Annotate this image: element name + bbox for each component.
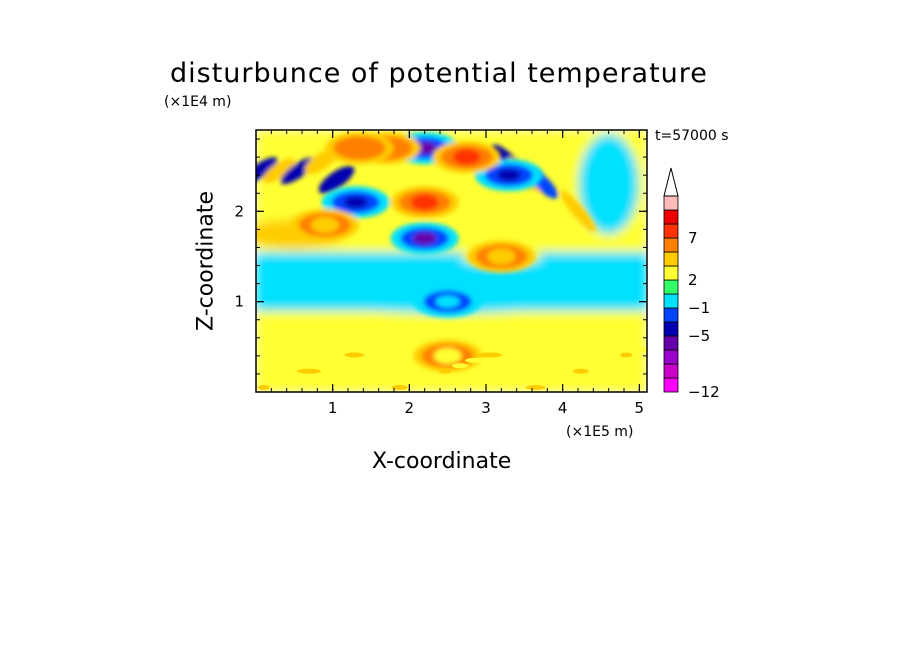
- colorbar-tick-label: −12: [688, 383, 720, 401]
- colorbar-cell: [663, 223, 679, 239]
- colorbar-tick-label: 2: [688, 271, 698, 289]
- speckle: [378, 341, 391, 347]
- colorbar-cell: [663, 251, 679, 267]
- colorbar-cell: [663, 321, 679, 337]
- speckle: [438, 368, 451, 374]
- speckle: [499, 347, 512, 353]
- extremum-positive: [433, 347, 462, 364]
- speckle: [620, 352, 633, 358]
- field-features: [291, 132, 543, 372]
- speckle: [452, 363, 469, 369]
- speckle: [417, 374, 442, 380]
- colorbar-cell: [663, 279, 679, 295]
- speckle: [599, 357, 624, 363]
- speckle: [344, 352, 365, 358]
- x-axis-label: X-coordinate: [372, 449, 512, 474]
- colorbar-cell: [663, 293, 679, 309]
- wave-stripe: [280, 157, 316, 185]
- wave-stripe: [256, 157, 278, 185]
- colorbar: −12−5−127: [663, 167, 720, 401]
- chart-title: disturbunce of potential temperature: [170, 58, 708, 89]
- speckle: [538, 379, 563, 385]
- x-tick-label: 4: [558, 399, 568, 417]
- x-tick-label: 5: [635, 399, 645, 417]
- speckle: [572, 368, 589, 374]
- colorbar-cell: [663, 265, 679, 281]
- band-green: [293, 255, 594, 276]
- band-green-right: [578, 134, 639, 235]
- extremum-negative: [435, 295, 460, 308]
- colorbar-tick-label: −5: [688, 327, 710, 345]
- speckle: [465, 357, 486, 363]
- extremum-positive: [410, 194, 439, 211]
- speckle: [585, 363, 606, 369]
- plot-frame: [255, 129, 648, 393]
- colorbar-tick-label: 7: [688, 229, 698, 247]
- extremum-positive: [311, 216, 339, 233]
- speckle: [283, 374, 304, 380]
- colorbar-cell: [663, 349, 679, 365]
- speckle: [318, 363, 331, 369]
- wave-stripe: [560, 190, 596, 233]
- colorbar-tick-label: −1: [688, 299, 710, 317]
- extremum-positive: [452, 149, 481, 166]
- x-tick-label: 3: [481, 399, 491, 417]
- speckle: [525, 384, 546, 390]
- x-tick-label: 1: [328, 399, 338, 417]
- colorbar-cell: [663, 307, 679, 323]
- colorbar-cell: [663, 377, 679, 393]
- speckle: [404, 379, 425, 385]
- colorbar-cell: [663, 363, 679, 379]
- wave-stripe: [318, 165, 355, 194]
- speckle: [257, 384, 270, 390]
- speckle: [478, 352, 503, 358]
- wave-stripe: [262, 158, 296, 184]
- speckle: [357, 347, 382, 353]
- colorbar-cell: [663, 335, 679, 351]
- speckle: [633, 347, 647, 353]
- y-axis: 12: [234, 138, 647, 375]
- colorbar-extend-arrow: [663, 167, 679, 197]
- x-axis: 1 2 3 4 5: [270, 130, 645, 417]
- field-speckle: [257, 341, 647, 390]
- extremum-negative: [343, 196, 368, 209]
- colorbar-cell: [663, 209, 679, 225]
- contour-field: [256, 130, 647, 392]
- speckle: [331, 357, 348, 363]
- y-tick-label: 2: [234, 202, 244, 220]
- speckle: [296, 368, 321, 374]
- extremum-positive: [345, 140, 374, 157]
- extremum-negative: [412, 232, 437, 245]
- extremum-negative: [497, 169, 521, 182]
- speckle: [512, 341, 529, 347]
- y-unit-label: (×1E4 m): [164, 94, 232, 110]
- y-tick-label: 1: [234, 293, 244, 311]
- speckle: [391, 384, 408, 390]
- speckle: [559, 374, 572, 380]
- time-label: t=57000 s: [655, 128, 729, 144]
- x-tick-label: 2: [405, 399, 415, 417]
- speckle: [270, 379, 287, 385]
- extremum-positive: [487, 248, 516, 265]
- x-unit-label: (×1E5 m): [566, 424, 634, 440]
- colorbar-cell: [663, 195, 679, 211]
- colorbar-cell: [663, 237, 679, 253]
